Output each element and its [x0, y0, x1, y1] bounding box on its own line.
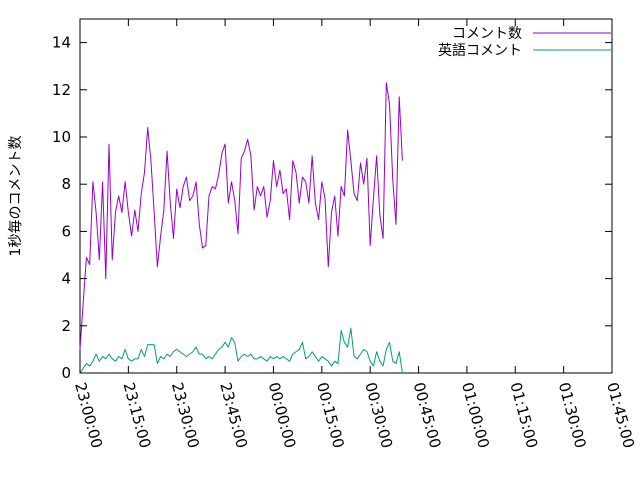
y-tick-label: 4 — [61, 270, 71, 288]
y-tick-label: 0 — [61, 364, 71, 382]
x-tick-label: 01:30:00 — [555, 380, 590, 450]
x-tick-label: 00:30:00 — [361, 380, 396, 450]
legend-label-0: コメント数 — [452, 26, 522, 42]
plot-area — [79, 18, 613, 374]
y-axis-title: 1秒毎のコメント数 — [8, 136, 24, 257]
axes: 0 2 4 6 8 10 12 14 23:00:00 23:15:00 23:30:00 23:45… — [52, 19, 638, 450]
x-tick-label: 23:30:00 — [168, 380, 203, 450]
y-tick-label: 8 — [61, 175, 71, 193]
x-tick-label: 23:00:00 — [71, 380, 106, 450]
y-tick-label: 6 — [61, 222, 71, 240]
series-line-1 — [79, 327, 403, 374]
series-layer — [79, 82, 403, 374]
legend-label-1: 英語コメント — [438, 42, 522, 59]
y-tick-label: 12 — [52, 81, 71, 99]
x-tick-label: 23:15:00 — [119, 380, 154, 450]
x-tick-label: 23:45:00 — [216, 380, 251, 450]
y-tick-label: 10 — [52, 128, 71, 146]
x-tick-label: 01:45:00 — [603, 380, 638, 450]
y-tick-label: 2 — [61, 317, 71, 335]
x-tick-label: 00:00:00 — [265, 380, 300, 450]
x-tick-label: 00:45:00 — [410, 380, 445, 450]
x-tick-label: 01:00:00 — [458, 380, 493, 450]
x-tick-label: 00:15:00 — [313, 380, 348, 450]
series-line-0 — [79, 82, 403, 350]
plot-border — [79, 18, 613, 374]
x-tick-label: 01:15:00 — [506, 380, 541, 450]
y-tick-label: 14 — [52, 34, 71, 52]
